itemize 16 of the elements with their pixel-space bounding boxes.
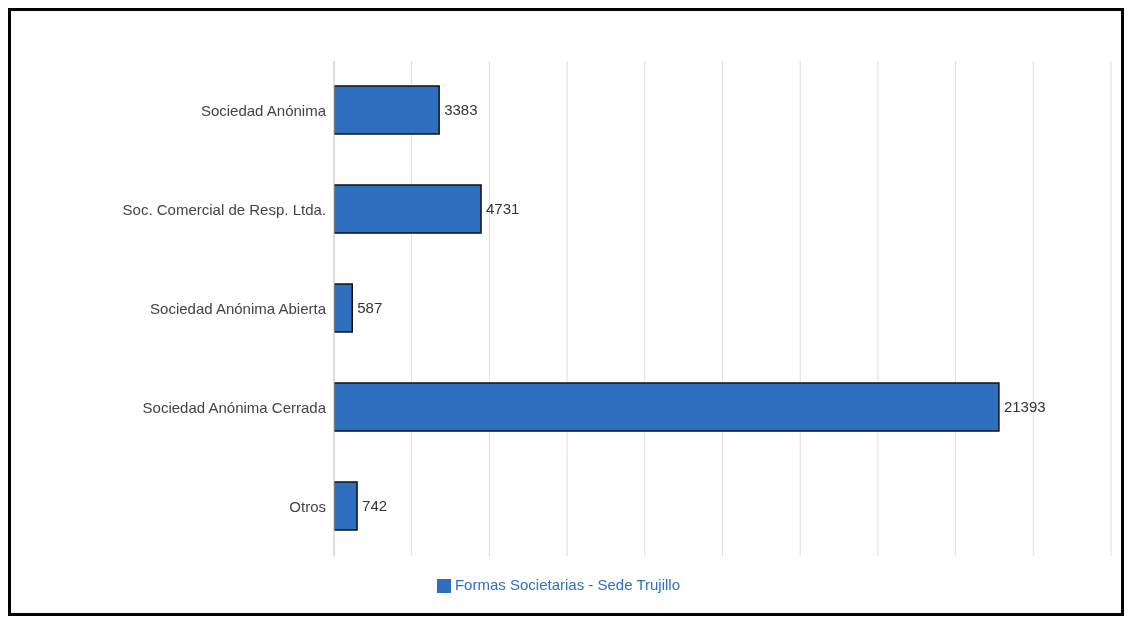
legend-label: Formas Societarias - Sede Trujillo [454, 575, 681, 593]
data-label: 587 [357, 299, 383, 317]
bar [334, 184, 482, 234]
data-label: 3383 [444, 101, 478, 119]
y-tick-label: Soc. Comercial de Resp. Ltda. [122, 200, 326, 218]
bar [334, 382, 1000, 432]
data-label: 21393 [1003, 398, 1046, 416]
data-label: 4731 [486, 200, 520, 218]
bar [334, 283, 353, 333]
data-label: 742 [362, 497, 388, 515]
y-tick-label: Sociedad Anónima Cerrada [142, 398, 327, 416]
bar [334, 481, 358, 531]
bar [334, 85, 440, 135]
y-tick-label: Sociedad Anónima [200, 101, 327, 119]
y-tick-label: Sociedad Anónima Abierta [150, 299, 327, 317]
y-tick-label: Otros [289, 497, 326, 515]
